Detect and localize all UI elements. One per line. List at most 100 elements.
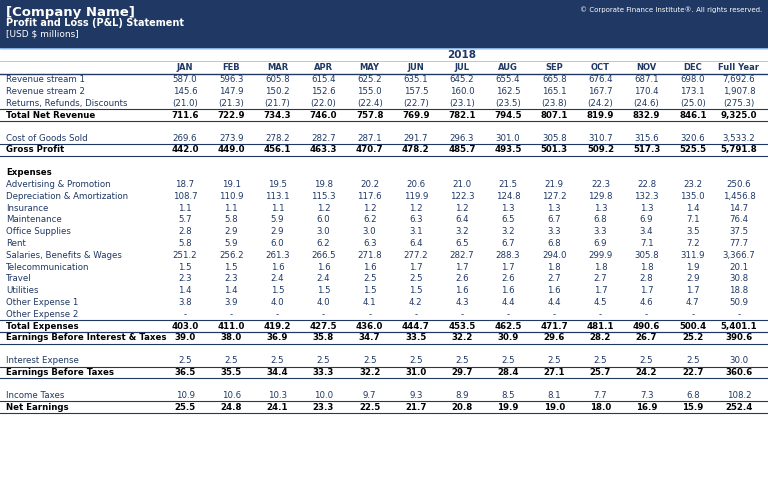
Text: 1.5: 1.5: [409, 286, 422, 295]
Text: 301.0: 301.0: [496, 133, 521, 142]
Text: 444.7: 444.7: [402, 322, 430, 331]
Text: 655.4: 655.4: [496, 76, 521, 85]
Text: 36.5: 36.5: [174, 368, 196, 377]
Text: 1.2: 1.2: [316, 204, 330, 213]
Text: 127.2: 127.2: [542, 192, 567, 201]
Text: -: -: [322, 310, 325, 319]
Text: 39.0: 39.0: [174, 333, 196, 342]
Text: 115.3: 115.3: [311, 192, 336, 201]
Text: 722.9: 722.9: [217, 111, 245, 120]
Text: 501.3: 501.3: [541, 145, 568, 154]
Text: (21.3): (21.3): [218, 99, 244, 108]
Text: 19.8: 19.8: [314, 180, 333, 189]
Text: 846.1: 846.1: [679, 111, 707, 120]
Text: Travel: Travel: [6, 274, 31, 283]
Text: NOV: NOV: [637, 63, 657, 72]
Text: 7.1: 7.1: [640, 239, 654, 248]
Text: Interest Expense: Interest Expense: [6, 356, 79, 365]
Text: (23.5): (23.5): [495, 99, 521, 108]
Text: 2.9: 2.9: [270, 227, 284, 236]
Text: 3.2: 3.2: [502, 227, 515, 236]
Text: 5,791.8: 5,791.8: [720, 145, 757, 154]
Text: 7,692.6: 7,692.6: [723, 76, 755, 85]
Text: 4.6: 4.6: [640, 298, 654, 307]
Text: 2018: 2018: [448, 50, 476, 59]
Text: 124.8: 124.8: [496, 192, 521, 201]
Text: 20.6: 20.6: [406, 180, 425, 189]
Text: 6.0: 6.0: [316, 216, 330, 224]
Text: 1.1: 1.1: [270, 204, 284, 213]
Text: 278.2: 278.2: [265, 133, 290, 142]
Text: 463.3: 463.3: [310, 145, 337, 154]
Text: APR: APR: [314, 63, 333, 72]
Text: 1.7: 1.7: [686, 286, 700, 295]
Text: 37.5: 37.5: [730, 227, 749, 236]
Text: 645.2: 645.2: [450, 76, 475, 85]
Text: (25.0): (25.0): [680, 99, 706, 108]
Text: 478.2: 478.2: [402, 145, 429, 154]
Text: Office Supplies: Office Supplies: [6, 227, 71, 236]
Text: OCT: OCT: [591, 63, 610, 72]
Text: 1.9: 1.9: [686, 262, 700, 272]
Text: 147.9: 147.9: [219, 87, 243, 96]
Text: 14.7: 14.7: [730, 204, 749, 213]
Text: Income Taxes: Income Taxes: [6, 391, 65, 400]
Text: 2.3: 2.3: [224, 274, 238, 283]
Text: JUL: JUL: [455, 63, 469, 72]
Text: 3.3: 3.3: [548, 227, 561, 236]
Text: 635.1: 635.1: [403, 76, 428, 85]
Text: 34.4: 34.4: [266, 368, 288, 377]
Text: 16.9: 16.9: [636, 402, 657, 412]
Text: 23.3: 23.3: [313, 402, 334, 412]
Text: 500.4: 500.4: [679, 322, 707, 331]
Text: 3.0: 3.0: [316, 227, 330, 236]
Text: 50.9: 50.9: [730, 298, 749, 307]
Text: (22.7): (22.7): [403, 99, 429, 108]
Text: 4.1: 4.1: [362, 298, 376, 307]
Text: 1.6: 1.6: [362, 262, 376, 272]
Text: 436.0: 436.0: [356, 322, 383, 331]
Text: 587.0: 587.0: [173, 76, 197, 85]
Text: 4.4: 4.4: [502, 298, 515, 307]
Text: 3.2: 3.2: [455, 227, 468, 236]
Text: 2.8: 2.8: [178, 227, 192, 236]
Text: (23.8): (23.8): [541, 99, 568, 108]
Text: (275.3): (275.3): [723, 99, 754, 108]
Text: 256.2: 256.2: [219, 251, 243, 260]
Text: 1.3: 1.3: [548, 204, 561, 213]
Text: 251.2: 251.2: [173, 251, 197, 260]
Text: 24.8: 24.8: [220, 402, 242, 412]
Text: 2.5: 2.5: [455, 356, 468, 365]
Text: 1.2: 1.2: [409, 204, 422, 213]
Text: 25.5: 25.5: [174, 402, 196, 412]
Text: 18.8: 18.8: [730, 286, 749, 295]
Text: 6.2: 6.2: [362, 216, 376, 224]
Text: 38.0: 38.0: [220, 333, 242, 342]
Text: 15.9: 15.9: [682, 402, 703, 412]
Text: 1.5: 1.5: [270, 286, 284, 295]
Text: 2.5: 2.5: [362, 274, 376, 283]
Text: 6.9: 6.9: [594, 239, 607, 248]
Text: (22.0): (22.0): [311, 99, 336, 108]
Text: 1.6: 1.6: [316, 262, 330, 272]
Text: 819.9: 819.9: [587, 111, 614, 120]
Text: 10.6: 10.6: [222, 391, 241, 400]
Text: 6.5: 6.5: [455, 239, 468, 248]
Text: 28.2: 28.2: [590, 333, 611, 342]
Text: 173.1: 173.1: [680, 87, 705, 96]
Text: MAY: MAY: [359, 63, 379, 72]
Text: 746.0: 746.0: [310, 111, 337, 120]
Text: 23.2: 23.2: [684, 180, 702, 189]
Text: 734.3: 734.3: [263, 111, 291, 120]
Text: 4.5: 4.5: [594, 298, 607, 307]
Text: 6.3: 6.3: [362, 239, 376, 248]
Text: 311.9: 311.9: [680, 251, 705, 260]
Text: -: -: [368, 310, 371, 319]
Text: -: -: [461, 310, 464, 319]
Text: 250.6: 250.6: [727, 180, 751, 189]
Text: 427.5: 427.5: [310, 322, 337, 331]
Text: Gross Profit: Gross Profit: [6, 145, 65, 154]
Text: 5.9: 5.9: [270, 216, 284, 224]
Text: 2.5: 2.5: [640, 356, 654, 365]
Text: 485.7: 485.7: [449, 145, 475, 154]
